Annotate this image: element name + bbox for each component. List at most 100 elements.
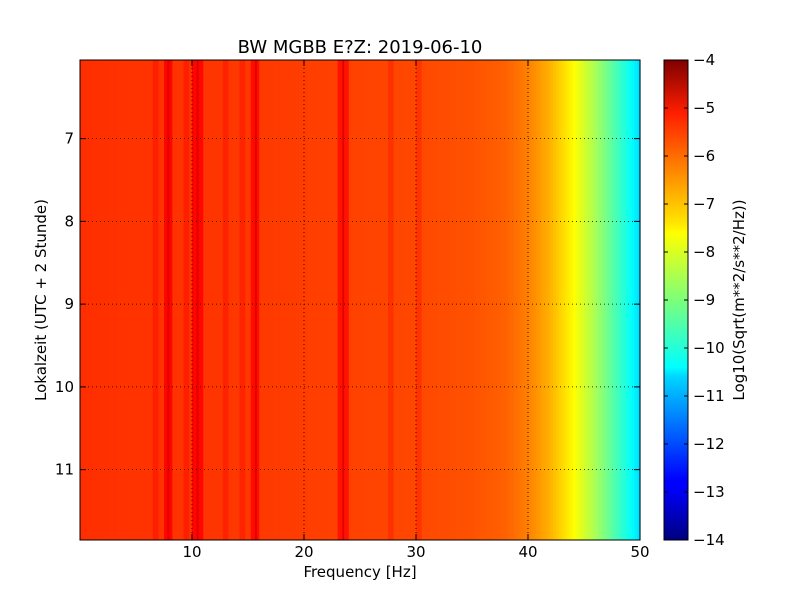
spectrogram-column [346, 60, 350, 540]
spectrogram-column [488, 60, 493, 540]
spectrogram-column [220, 60, 224, 540]
spectrogram-column [581, 60, 585, 540]
spectrogram-column [603, 60, 607, 540]
spectrogram-column [612, 60, 616, 540]
spectrogram-plot [80, 60, 641, 540]
spectrogram-column [158, 60, 162, 540]
spectrogram-column [217, 60, 221, 540]
y-tick-label: 8 [64, 212, 74, 230]
spectrogram-column [94, 60, 98, 540]
spectrogram-column [480, 60, 484, 540]
spectrogram-column [169, 60, 173, 540]
spectrogram-column [116, 60, 120, 540]
spectrogram-column [376, 60, 381, 540]
x-tick-label: 20 [294, 543, 313, 561]
spectrogram-column [421, 60, 425, 540]
spectrogram-column [183, 60, 187, 540]
spectrogram-column [203, 60, 207, 540]
spectrogram-column [598, 60, 602, 540]
spectrogram-column [242, 60, 246, 540]
colorbar-ticks: −4 −5 −6 −7 −8 −9 −10 −11 −12 −13 −14 [664, 51, 725, 549]
spectrogram-column [528, 60, 532, 540]
colorbar-label: Log10(Sqrt(m**2/s**2/Hz)) [730, 199, 748, 400]
spectrogram-column [385, 60, 389, 540]
spectrogram-column [570, 60, 574, 540]
spectrogram-column [410, 60, 414, 540]
spectrogram-column [617, 60, 621, 540]
spectrogram-column [404, 60, 409, 540]
spectrogram-column [446, 60, 451, 540]
spectrogram-column [127, 60, 131, 540]
spectrogram-column [455, 60, 459, 540]
spectrogram-column [561, 60, 565, 540]
spectrogram-column [312, 60, 316, 540]
spectrogram-column [368, 60, 372, 540]
spectrogram-column [91, 60, 95, 540]
y-tick-label: 9 [64, 295, 74, 313]
spectrogram-column [382, 60, 386, 540]
x-axis-ticks: 10 20 30 40 50 [182, 60, 650, 561]
grid-lines [80, 60, 640, 540]
spectrogram-column [511, 60, 515, 540]
spectrogram-column [491, 60, 495, 540]
spectrogram-column [85, 60, 89, 540]
spectrogram-column [553, 60, 557, 540]
spectrogram-column [371, 60, 375, 540]
spectrogram-column [614, 60, 619, 540]
spectrogram-column [262, 60, 266, 540]
spectrogram-column [575, 60, 579, 540]
spectrogram-column [315, 60, 319, 540]
spectrogram-column [539, 60, 543, 540]
spectrogram-column [110, 60, 115, 540]
spectrogram-column [278, 60, 283, 540]
spectrogram-column [290, 60, 294, 540]
spectrogram-column [558, 60, 563, 540]
spectrogram-column [631, 60, 635, 540]
spectrogram-column [435, 60, 439, 540]
spectrogram-column [337, 60, 341, 540]
spectrogram-column [99, 60, 103, 540]
spectrogram-column [486, 60, 490, 540]
spectrogram-column [444, 60, 448, 540]
spectrogram-column [318, 60, 322, 540]
spectrogram-column [572, 60, 577, 540]
spectrogram-column [309, 60, 313, 540]
spectrogram-column [211, 60, 215, 540]
spectrogram-column [147, 60, 151, 540]
spectrogram-column [519, 60, 523, 540]
spectrogram-column [365, 60, 369, 540]
spectrogram-column [472, 60, 476, 540]
colorbar-tick-label: −12 [693, 435, 725, 453]
spectrogram-column [525, 60, 529, 540]
spectrogram-column [320, 60, 325, 540]
spectrogram-column [628, 60, 633, 540]
spectrogram-column [144, 60, 148, 540]
spectrogram-column [178, 60, 182, 540]
spectrogram-column [119, 60, 123, 540]
spectrogram-column [623, 60, 627, 540]
spectrogram-column [508, 60, 512, 540]
spectrogram-column [248, 60, 252, 540]
x-tick-label: 10 [182, 543, 201, 561]
spectrogram-column [586, 60, 591, 540]
spectrogram-column [273, 60, 277, 540]
spectrogram-column [494, 60, 498, 540]
spectrogram-column [595, 60, 599, 540]
spectrogram-column [390, 60, 395, 540]
spectrogram-column [564, 60, 568, 540]
spectrogram-column [259, 60, 263, 540]
spectrogram-column [430, 60, 434, 540]
spectrogram-column [477, 60, 481, 540]
spectrogram-column [502, 60, 507, 540]
spectrogram-column [544, 60, 549, 540]
spectrogram-column [164, 60, 168, 540]
spectrogram-column [556, 60, 560, 540]
colorbar-tick-label: −4 [693, 51, 715, 69]
spectrogram-column [80, 60, 84, 540]
chart-title: BW MGBB E?Z: 2019-06-10 [238, 37, 483, 58]
spectrogram-column [592, 60, 596, 540]
spectrogram-column [357, 60, 361, 540]
spectrogram-column [222, 60, 227, 540]
spectrogram-column [620, 60, 624, 540]
spectrogram-column [466, 60, 470, 540]
